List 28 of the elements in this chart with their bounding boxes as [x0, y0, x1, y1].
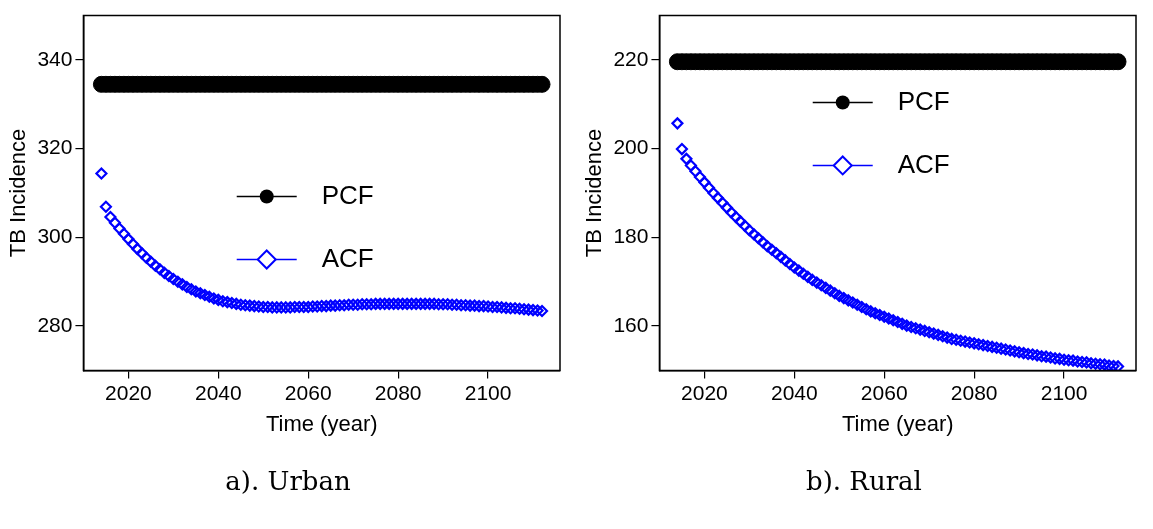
- y-tick-label: 180: [613, 224, 649, 248]
- y-tick-label: 220: [613, 46, 649, 70]
- x-tick-label: 2080: [950, 380, 998, 404]
- x-tick-label: 2100: [1040, 380, 1088, 404]
- x-tick-label: 2080: [374, 380, 422, 404]
- y-tick-label: 320: [37, 135, 73, 159]
- x-tick-label: 2020: [681, 380, 728, 404]
- y-axis-title: TB Incidence: [581, 128, 607, 258]
- legend-label: PCF: [897, 85, 950, 116]
- x-tick-label: 2060: [284, 380, 332, 404]
- legend-label: ACF: [321, 242, 374, 273]
- y-tick-label: 200: [613, 135, 649, 159]
- x-tick-label: 2060: [860, 380, 908, 404]
- y-tick-label: 300: [37, 224, 73, 248]
- legend-label: ACF: [897, 148, 950, 179]
- y-axis-title: TB Incidence: [5, 128, 31, 258]
- y-tick-label: 340: [37, 46, 73, 70]
- x-tick-label: 2040: [770, 380, 818, 404]
- x-axis-title: Time (year): [265, 410, 378, 436]
- x-axis-title: Time (year): [841, 410, 954, 436]
- text: b). Rural: [805, 465, 923, 498]
- x-tick-label: 2100: [464, 380, 512, 404]
- y-tick-label: 280: [37, 312, 73, 336]
- y-tick-label: 160: [613, 312, 649, 336]
- x-tick-label: 2020: [105, 380, 152, 404]
- x-tick-label: 2040: [194, 380, 242, 404]
- text: a). Urban: [224, 465, 352, 498]
- legend-label: PCF: [321, 179, 374, 210]
